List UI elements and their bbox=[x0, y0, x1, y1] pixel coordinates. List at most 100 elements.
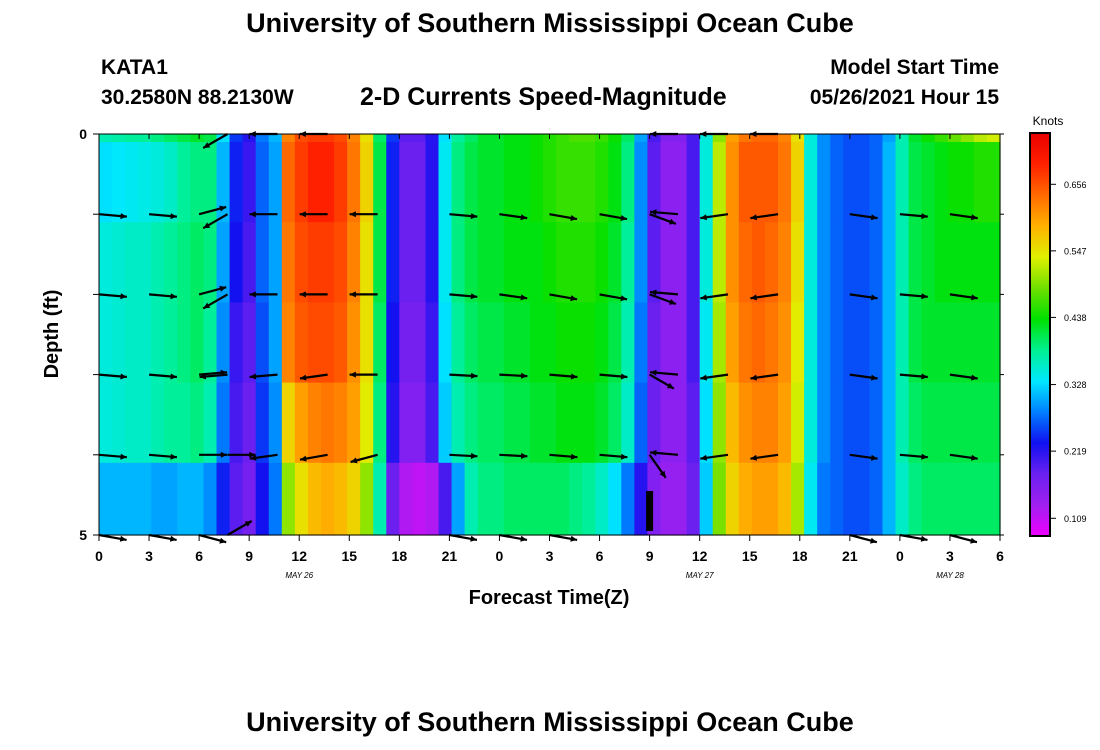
heatmap-cell bbox=[451, 382, 466, 464]
heatmap-cell bbox=[503, 462, 518, 536]
heatmap-cell bbox=[386, 302, 400, 384]
current-vector bbox=[599, 453, 628, 460]
heatmap-cell bbox=[373, 222, 387, 304]
heatmap-cell bbox=[229, 462, 244, 536]
colorbar-tick-label: 0.547 bbox=[1064, 246, 1087, 256]
heatmap-cell bbox=[908, 142, 923, 223]
heatmap-cell bbox=[973, 134, 988, 143]
heatmap-cell bbox=[268, 142, 283, 223]
heatmap-cell bbox=[569, 382, 583, 464]
heatmap-cell bbox=[556, 462, 570, 536]
vector-head bbox=[470, 452, 478, 459]
heatmap-cell bbox=[882, 142, 897, 223]
heatmap-cell bbox=[438, 142, 453, 223]
heatmap-cell bbox=[112, 142, 126, 223]
heatmap-cell bbox=[647, 382, 662, 464]
heatmap-cell bbox=[360, 382, 374, 464]
heatmap-cell bbox=[830, 142, 844, 223]
heatmap-cell bbox=[751, 302, 766, 384]
y-tick-label: 0 bbox=[79, 126, 87, 142]
vector-head bbox=[921, 293, 928, 300]
x-tick-label: 21 bbox=[442, 548, 458, 564]
vector-head bbox=[350, 457, 358, 464]
vector-head bbox=[620, 373, 628, 380]
heatmap-cell bbox=[986, 134, 1001, 143]
current-vector bbox=[649, 213, 677, 225]
vector-head bbox=[971, 214, 978, 221]
vector-head bbox=[249, 291, 256, 298]
heatmap-cell bbox=[203, 462, 218, 536]
heatmap-cell bbox=[699, 382, 714, 464]
current-vector bbox=[949, 213, 978, 221]
current-vector bbox=[499, 372, 528, 379]
heatmap-cell bbox=[660, 462, 675, 536]
heatmap-cell bbox=[464, 142, 479, 223]
heatmap-cell bbox=[634, 142, 649, 223]
current-vector bbox=[299, 211, 328, 218]
heatmap-cell bbox=[830, 382, 844, 464]
heatmap-cell bbox=[647, 134, 662, 143]
heatmap-cell bbox=[542, 222, 557, 304]
heatmap-cell bbox=[673, 302, 688, 384]
x-tick-label: 21 bbox=[842, 548, 858, 564]
heatmap-cell bbox=[738, 134, 753, 143]
heatmap-cell bbox=[412, 222, 427, 304]
heatmap-cell bbox=[778, 222, 792, 304]
current-vector bbox=[549, 373, 578, 380]
heatmap-cell bbox=[242, 382, 257, 464]
vector-head bbox=[470, 372, 478, 379]
heatmap-cell bbox=[229, 142, 244, 223]
heatmap-cell bbox=[934, 462, 949, 536]
heatmap-cell bbox=[425, 462, 440, 536]
heatmap-cell bbox=[281, 382, 296, 464]
heatmap-cell bbox=[190, 382, 205, 464]
vector-head bbox=[870, 294, 878, 301]
heatmap-cell bbox=[556, 134, 570, 143]
heatmap-cell bbox=[164, 302, 178, 384]
heatmap-cell bbox=[986, 222, 1001, 304]
heatmap-cell bbox=[830, 462, 844, 536]
vector-head bbox=[970, 537, 977, 544]
current-vector bbox=[899, 533, 928, 542]
current-vector bbox=[449, 372, 478, 379]
x-tick-label: 15 bbox=[742, 548, 758, 564]
current-vector bbox=[299, 453, 328, 462]
heatmap-cell bbox=[804, 222, 818, 304]
heatmap-cell bbox=[360, 302, 374, 384]
heatmap-cell bbox=[960, 142, 975, 223]
heatmap-cell bbox=[99, 142, 113, 223]
heatmap-cell bbox=[99, 134, 113, 143]
current-vector bbox=[149, 453, 177, 460]
heatmap-cell bbox=[686, 134, 701, 143]
heatmap-cell bbox=[791, 222, 805, 304]
heatmap-cell bbox=[934, 222, 949, 304]
vector-head bbox=[700, 214, 707, 221]
heatmap-cell bbox=[817, 134, 831, 143]
heatmap-cell bbox=[817, 302, 831, 384]
heatmap-cell bbox=[660, 302, 675, 384]
heatmap-cell bbox=[138, 142, 152, 223]
current-vector bbox=[499, 533, 528, 542]
current-vector bbox=[899, 453, 928, 460]
heatmap-cell bbox=[347, 222, 361, 304]
heatmap-cell bbox=[503, 142, 518, 223]
heatmap-cell bbox=[699, 134, 714, 143]
heatmap-cell bbox=[164, 382, 178, 464]
heatmap-cell bbox=[451, 462, 466, 536]
heatmap-cell bbox=[542, 462, 557, 536]
heatmap-cell bbox=[99, 302, 113, 384]
heatmap-cell bbox=[360, 462, 374, 536]
current-vector bbox=[649, 373, 675, 390]
x-tick-label: 18 bbox=[792, 548, 808, 564]
heatmap-cell bbox=[751, 142, 766, 223]
vector-head bbox=[570, 453, 578, 460]
heatmap-cell bbox=[320, 462, 335, 536]
heatmap-cell bbox=[595, 142, 609, 223]
heatmap-cell bbox=[99, 222, 113, 304]
heatmap-cell bbox=[856, 462, 871, 536]
heatmap-cell bbox=[908, 462, 923, 536]
current-vector bbox=[849, 293, 878, 301]
current-vector bbox=[750, 213, 779, 221]
vector-head bbox=[750, 214, 757, 221]
heatmap-cell bbox=[503, 302, 518, 384]
